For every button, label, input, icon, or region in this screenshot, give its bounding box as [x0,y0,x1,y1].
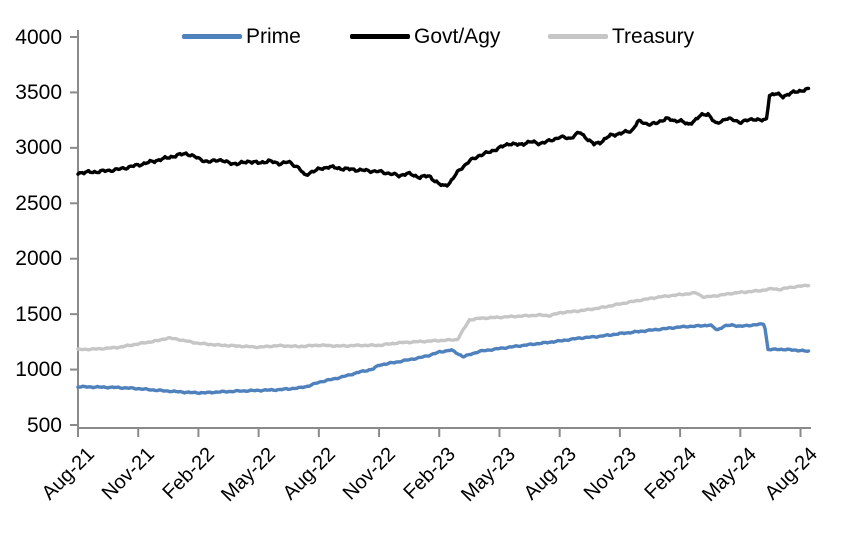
y-tick-label: 3500 [15,80,62,104]
y-tick-label: 1000 [15,358,62,382]
legend-label: Prime [246,25,301,48]
y-tick-label: 2500 [15,191,62,215]
series-line-treasury [76,283,811,352]
legend-swatch-icon [182,34,242,39]
y-tick-label: 3000 [15,136,62,160]
y-tick-label: 4000 [15,25,62,49]
legend-label: Treasury [612,25,695,48]
legend-swatch-icon [548,34,608,39]
y-tick-label: 500 [26,413,62,437]
legend-swatch-icon [350,34,410,39]
series-line-prime [76,322,811,396]
y-tick-label: 2000 [15,247,62,271]
legend-label: Govt/Agy [414,25,501,48]
series-line-govt-agy [76,86,811,188]
y-tick-label: 1500 [15,302,62,326]
